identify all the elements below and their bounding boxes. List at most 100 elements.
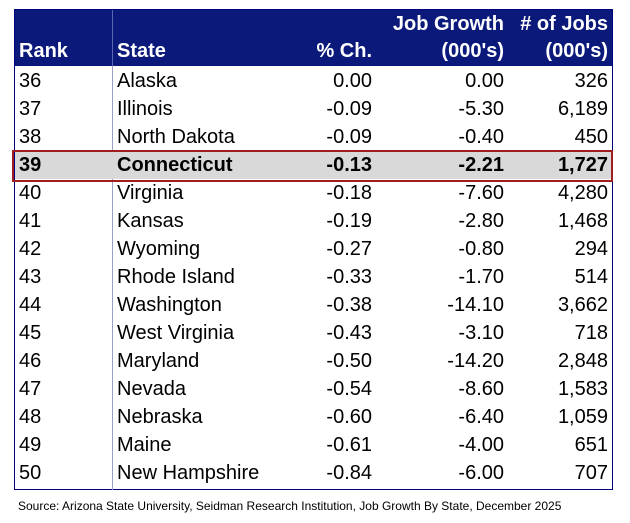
state-cell: Illinois <box>117 98 173 120</box>
rank-cell: 49 <box>19 434 42 456</box>
pct-change-cell: -0.54 <box>326 378 372 400</box>
pct-change-cell: -0.13 <box>326 154 372 176</box>
pct-change-cell: -0.38 <box>326 294 372 316</box>
job-growth-cell: -6.00 <box>458 462 504 484</box>
table-row: 41 Kansas -0.19 -2.80 1,468 <box>15 207 612 235</box>
table-row: 38 North Dakota -0.09 -0.40 450 <box>15 123 612 151</box>
rank-cell: 43 <box>19 266 42 288</box>
pct-change-cell: -0.61 <box>326 434 372 456</box>
table-row: 48 Nebraska -0.60 -6.40 1,059 <box>15 403 612 431</box>
pct-change-cell: -0.27 <box>326 238 372 260</box>
table-row: 50 New Hampshire -0.84 -6.00 707 <box>15 459 612 487</box>
num-jobs-cell: 2,848 <box>557 350 608 372</box>
num-jobs-cell: 3,662 <box>557 294 608 316</box>
pct-change-cell: -0.18 <box>326 182 372 204</box>
pct-change-cell: -0.09 <box>326 98 372 120</box>
table-row: 40 Virginia -0.18 -7.60 4,280 <box>15 179 612 207</box>
header-state: State <box>117 40 166 62</box>
num-jobs-cell: 707 <box>574 462 608 484</box>
rank-cell: 48 <box>19 406 42 428</box>
job-growth-cell: -2.21 <box>458 154 504 176</box>
job-growth-cell: -0.80 <box>458 238 504 260</box>
rank-cell: 47 <box>19 378 42 400</box>
num-jobs-cell: 514 <box>574 266 608 288</box>
num-jobs-cell: 718 <box>574 322 608 344</box>
job-growth-cell: -14.10 <box>447 294 504 316</box>
table-row: 43 Rhode Island -0.33 -1.70 514 <box>15 263 612 291</box>
pct-change-cell: -0.19 <box>326 210 372 232</box>
job-growth-cell: 0.00 <box>465 70 504 92</box>
table-row: 49 Maine -0.61 -4.00 651 <box>15 431 612 459</box>
rank-cell: 45 <box>19 322 42 344</box>
pct-change-cell: -0.43 <box>326 322 372 344</box>
num-jobs-cell: 4,280 <box>557 182 608 204</box>
table-row: 47 Nevada -0.54 -8.60 1,583 <box>15 375 612 403</box>
job-growth-cell: -5.30 <box>458 98 504 120</box>
state-cell: Maryland <box>117 350 200 372</box>
state-cell: New Hampshire <box>117 462 260 484</box>
job-growth-cell: -7.60 <box>458 182 504 204</box>
table-row-highlighted: 39 Connecticut -0.13 -2.21 1,727 <box>15 151 612 179</box>
header-num-jobs-units: (000's) <box>545 40 608 62</box>
job-growth-cell: -3.10 <box>458 322 504 344</box>
num-jobs-cell: 294 <box>574 238 608 260</box>
state-cell: Nevada <box>117 378 186 400</box>
num-jobs-cell: 1,583 <box>557 378 608 400</box>
table-row: 45 West Virginia -0.43 -3.10 718 <box>15 319 612 347</box>
job-growth-table: Rank State % Ch. Job Growth (000's) # of… <box>14 9 613 490</box>
rank-cell: 46 <box>19 350 42 372</box>
table-row: 44 Washington -0.38 -14.10 3,662 <box>15 291 612 319</box>
state-cell: Connecticut <box>117 154 233 176</box>
header-rank: Rank <box>19 40 68 62</box>
pct-change-cell: -0.60 <box>326 406 372 428</box>
job-growth-cell: -2.80 <box>458 210 504 232</box>
pct-change-cell: -0.33 <box>326 266 372 288</box>
state-cell: Wyoming <box>117 238 201 260</box>
pct-change-cell: -0.84 <box>326 462 372 484</box>
state-cell: Maine <box>117 434 172 456</box>
source-note: Source: Arizona State University, Seidma… <box>18 499 562 513</box>
rank-cell: 38 <box>19 126 42 148</box>
rank-cell: 41 <box>19 210 42 232</box>
num-jobs-cell: 450 <box>574 126 608 148</box>
table-row: 37 Illinois -0.09 -5.30 6,189 <box>15 95 612 123</box>
rank-cell: 39 <box>19 154 42 176</box>
pct-change-cell: -0.09 <box>326 126 372 148</box>
column-divider <box>112 66 113 490</box>
state-cell: Alaska <box>117 70 178 92</box>
header-divider <box>112 10 113 66</box>
state-cell: Washington <box>117 294 222 316</box>
job-growth-cell: -4.00 <box>458 434 504 456</box>
table-header: Rank State % Ch. Job Growth (000's) # of… <box>15 10 612 66</box>
state-cell: West Virginia <box>117 322 235 344</box>
state-cell: Virginia <box>117 182 184 204</box>
state-cell: North Dakota <box>117 126 235 148</box>
table-row: 42 Wyoming -0.27 -0.80 294 <box>15 235 612 263</box>
state-cell: Nebraska <box>117 406 203 428</box>
job-growth-cell: -0.40 <box>458 126 504 148</box>
rank-cell: 44 <box>19 294 42 316</box>
header-pct-change: % Ch. <box>316 40 372 62</box>
job-growth-cell: -14.20 <box>447 350 504 372</box>
rank-cell: 40 <box>19 182 42 204</box>
num-jobs-cell: 651 <box>574 434 608 456</box>
num-jobs-cell: 326 <box>574 70 608 92</box>
job-growth-cell: -6.40 <box>458 406 504 428</box>
pct-change-cell: -0.50 <box>326 350 372 372</box>
job-growth-cell: -1.70 <box>458 266 504 288</box>
rank-cell: 37 <box>19 98 42 120</box>
header-job-growth-units: (000's) <box>441 40 504 62</box>
header-job-growth: Job Growth <box>392 13 504 35</box>
state-cell: Kansas <box>117 210 184 232</box>
rank-cell: 50 <box>19 462 42 484</box>
rank-cell: 36 <box>19 70 42 92</box>
num-jobs-cell: 1,727 <box>557 154 608 176</box>
num-jobs-cell: 6,189 <box>557 98 608 120</box>
table-row: 36 Alaska 0.00 0.00 326 <box>15 67 612 95</box>
num-jobs-cell: 1,059 <box>557 406 608 428</box>
state-cell: Rhode Island <box>117 266 235 288</box>
pct-change-cell: 0.00 <box>333 70 372 92</box>
header-num-jobs: # of Jobs <box>520 13 608 35</box>
rank-cell: 42 <box>19 238 42 260</box>
table-row: 46 Maryland -0.50 -14.20 2,848 <box>15 347 612 375</box>
